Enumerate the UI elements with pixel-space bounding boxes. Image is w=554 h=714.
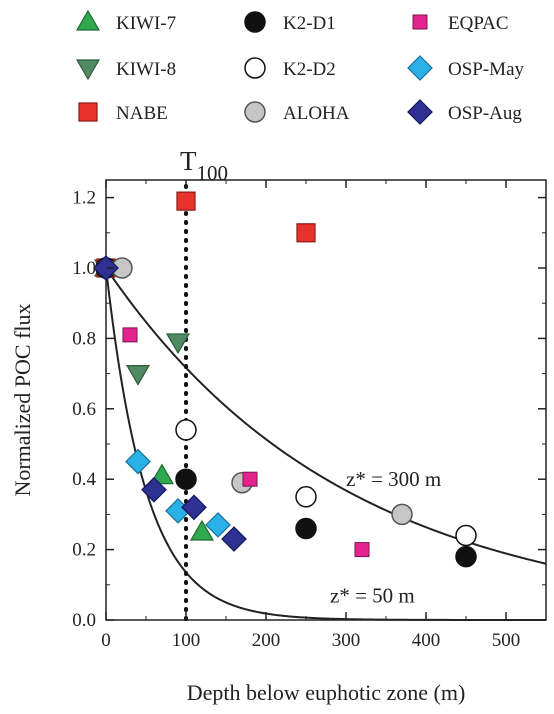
legend-label: ALOHA (283, 103, 350, 124)
x-tick-label: 300 (332, 630, 361, 651)
x-axis-label: Depth below euphotic zone (m) (187, 680, 466, 705)
x-tick-label: 400 (412, 630, 441, 651)
legend-marker (75, 9, 101, 31)
data-point (149, 463, 175, 485)
x-tick-label: 500 (492, 630, 521, 651)
legend-item: K2-D2 (244, 57, 336, 80)
y-axis-label: Normalized POC flux (10, 303, 35, 496)
data-point (122, 327, 138, 343)
x-tick-label: 200 (252, 630, 281, 651)
y-tick-label: 0.8 (72, 328, 96, 349)
legend-item: OSP-May (407, 55, 525, 81)
data-point (455, 545, 477, 568)
legend-item: EQPAC (412, 13, 509, 34)
t100-label-letter: T (180, 146, 197, 176)
legend-marker (244, 101, 266, 123)
data-point (296, 223, 316, 243)
y-tick-label: 0.6 (72, 399, 96, 420)
legend-item: KIWI-7 (75, 9, 176, 34)
legend-item: ALOHA (244, 101, 350, 124)
legend-item: K2-D1 (244, 11, 336, 34)
series-kiwi-8 (93, 259, 191, 386)
data-point (175, 468, 197, 490)
fit-curves (105, 267, 547, 621)
y-tick-label: 0.4 (72, 469, 96, 490)
data-points (93, 191, 477, 568)
data-point (221, 526, 247, 552)
data-point (295, 486, 317, 508)
curve-labels: z* = 300 m z* = 50 m (330, 467, 441, 607)
data-point (125, 365, 151, 386)
legend-item: OSP-Aug (407, 99, 522, 125)
data-point (125, 448, 151, 475)
legend-label: K2-D1 (283, 13, 336, 34)
t100-label-text: T100 (180, 146, 228, 185)
data-point (175, 419, 197, 441)
legend-item: NABE (78, 102, 168, 124)
y-tick-label: 0.0 (72, 610, 96, 631)
legend-item: KIWI-8 (75, 59, 176, 81)
y-tick-label: 0.2 (72, 540, 96, 561)
legend-label: KIWI-7 (116, 13, 176, 34)
series-osp-may (93, 255, 231, 538)
data-point (242, 471, 258, 487)
plot-area: z* = 300 m z* = 50 m (93, 179, 547, 622)
data-point (455, 524, 477, 547)
legend-marker (244, 11, 266, 33)
curve-z50 (105, 267, 546, 621)
series-k2-d2 (95, 257, 477, 547)
data-point (176, 191, 196, 211)
legend-marker (75, 59, 101, 81)
data-point (205, 512, 231, 538)
x-tick-label: 100 (172, 630, 201, 651)
legend-marker (407, 99, 433, 125)
x-tick-label: 0 (101, 630, 111, 651)
curve-label: z* = 50 m (330, 583, 415, 607)
legend-marker (244, 57, 266, 79)
legend: KIWI-7 KIWI-8 NABE K2-D1 K2-D2 ALOHA EQPAC OSP-… (75, 9, 525, 125)
data-point (181, 494, 207, 521)
legend-label: KIWI-8 (116, 59, 176, 80)
curve-z300 (105, 267, 547, 565)
series-eqpac (122, 327, 370, 558)
y-tick-label: 1.0 (72, 258, 96, 279)
data-point (165, 333, 191, 355)
plot-frame (105, 179, 547, 621)
legend-marker (78, 102, 98, 122)
legend-label: OSP-Aug (448, 103, 522, 124)
t100-label: T100 (180, 146, 228, 185)
curve-label: z* = 300 m (346, 467, 441, 491)
data-point (354, 542, 370, 558)
x-axis: 0 100 200 300 400 500 (101, 180, 520, 651)
legend-label: EQPAC (448, 13, 509, 34)
data-point (295, 517, 317, 540)
legend-marker (412, 14, 428, 30)
y-axis: 0.0 0.2 0.4 0.6 0.8 1.0 1.2 (72, 188, 546, 631)
legend-marker (407, 55, 433, 81)
data-point (141, 476, 167, 503)
t100-label-subscript: 100 (197, 161, 229, 185)
series-k2-d1 (95, 257, 477, 568)
legend-label: OSP-May (448, 59, 525, 80)
data-point (391, 503, 413, 526)
legend-label: K2-D2 (283, 59, 336, 80)
legend-label: NABE (116, 103, 168, 124)
y-tick-label: 1.2 (72, 188, 96, 209)
data-point (189, 519, 215, 541)
